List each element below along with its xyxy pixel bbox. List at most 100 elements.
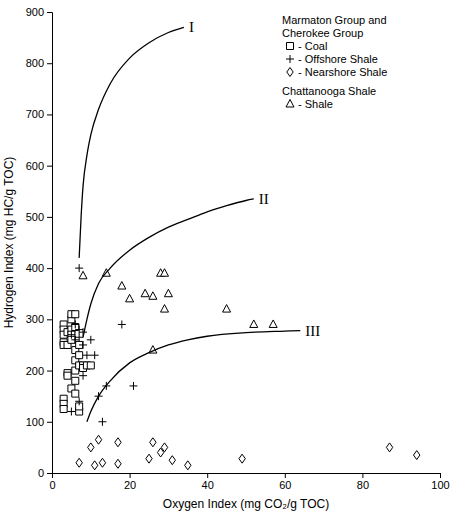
point [87,336,95,344]
x-tick-mark [207,473,208,478]
x-tick-label: 60 [279,479,291,491]
legend-entry: - Nearshore Shale [298,66,387,78]
marks [60,27,420,469]
y-tick: 600 [26,160,52,172]
curve-label: III [305,323,320,339]
point [79,341,87,349]
x-axis-line [53,474,441,479]
y-tick-mark [47,114,52,115]
curve-label: I [189,19,194,35]
point [75,397,83,405]
point [79,372,87,380]
point [72,311,79,318]
x-tick-label: 0 [49,479,55,491]
x-tick-label: 100 [431,479,449,491]
y-tick-mark [47,268,52,269]
point [83,351,91,359]
y-tick-mark [47,473,52,474]
y-tick-label: 0 [38,467,44,479]
point [98,418,106,426]
curve [79,27,184,258]
point [164,289,172,297]
series-points [67,264,137,426]
point [129,382,137,390]
point [79,271,87,279]
y-tick: 400 [26,262,52,274]
curve-label: II [259,191,269,207]
point [161,443,167,452]
y-tick: 700 [26,108,52,120]
y-tick: 200 [26,365,52,377]
x-tick-mark [440,473,441,478]
x-tick-mark [362,473,363,478]
x-axis: 0 20 40 60 80 100 [49,473,449,491]
point [76,458,82,467]
y-tick-label: 800 [26,57,44,69]
point [71,320,79,328]
legend-group-title: Cherokee Group [282,27,363,39]
y-tick-mark [47,63,52,64]
point [161,305,169,313]
point [118,320,126,328]
point [91,351,99,359]
point [64,372,71,379]
y-tick: 900 [26,6,52,18]
y-tick-label: 300 [26,313,44,325]
point [67,331,75,339]
y-tick-label: 900 [26,6,44,18]
point [269,320,277,328]
y-tick-mark [47,371,52,372]
x-axis-title: Oxygen Index (mg CO₂/g TOC) [163,497,329,511]
series-points [60,311,94,415]
point [118,282,126,290]
point [386,443,392,452]
x-tick-label: 20 [124,479,136,491]
point [91,461,97,470]
x-tick-mark [130,473,131,478]
legend-marker [287,68,293,77]
legend-marker [287,43,294,50]
curve [87,331,300,422]
point [141,289,149,297]
y-tick: 300 [26,313,52,325]
y-tick: 500 [26,211,52,223]
x-tick-label: 40 [202,479,214,491]
point [239,454,245,463]
point [95,435,101,444]
y-tick-label: 400 [26,262,44,274]
x-tick: 100 [431,473,449,491]
y-axis-title: Hydrogen Index (mg HC/g TOC) [2,157,16,329]
point [72,390,79,397]
point [115,438,121,447]
y-axis: 0 100 200 300 400 500 600 700 800 900 [26,6,53,479]
legend: Marmaton Group andCherokee Group- Coal- … [282,14,387,110]
point [150,438,156,447]
point [161,269,169,277]
y-tick: 800 [26,57,52,69]
point [223,305,231,313]
x-tick-mark [285,473,286,478]
chart: 0 20 40 60 80 100 0 100 200 300 400 500 600 700 800 900… [0,0,450,516]
legend-marker [286,55,294,63]
x-tick: 80 [357,473,369,491]
point [126,294,134,302]
y-tick-label: 200 [26,365,44,377]
point [88,443,94,452]
plot: 0 20 40 60 80 100 0 100 200 300 400 500 600 700 800 900… [26,6,450,491]
legend-group-title: Chattanooga Shale [282,85,376,97]
y-tick-label: 100 [26,416,44,428]
point [146,454,152,463]
y-tick-label: 700 [26,108,44,120]
point [99,458,105,467]
legend-entry: - Coal [298,40,327,52]
point [115,459,121,468]
y-tick: 0 [38,467,52,479]
y-tick-label: 500 [26,211,44,223]
point [60,405,67,412]
point [185,461,191,470]
legend-entry: - Offshore Shale [298,53,378,65]
y-tick-mark [47,166,52,167]
x-tick: 60 [279,473,291,491]
point [67,408,75,416]
series-points [79,269,277,353]
